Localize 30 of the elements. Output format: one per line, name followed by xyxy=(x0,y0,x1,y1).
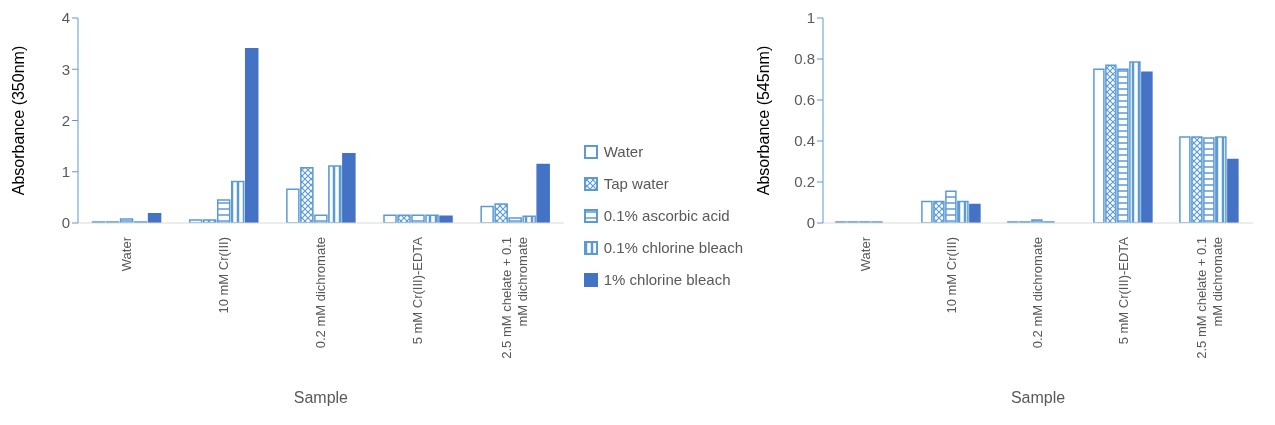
y-tick-label: 1 xyxy=(61,163,70,181)
x-tick-label: 0.2 mM dichromate xyxy=(312,237,328,349)
x-tick-label: 2.5 mM chelate + 0.1 mM dichromate xyxy=(1194,237,1225,359)
y-tick-label: 0.8 xyxy=(794,50,815,68)
y-tick-label: 4 xyxy=(61,9,70,27)
x-axis-title: Sample xyxy=(293,389,349,406)
x-tick-label: Water xyxy=(858,236,873,272)
legend-label: 0.1% chlorine bleach xyxy=(603,239,743,256)
x-tick-label: 0.2 mM dichromate xyxy=(1030,237,1045,349)
legend-label: 0.1% ascorbic acid xyxy=(603,207,730,224)
y-tick-label: 0.2 xyxy=(794,173,815,191)
y-tick-label: 0.6 xyxy=(794,91,815,109)
legend-label: Tap water xyxy=(603,175,669,192)
x-tick-label: 5 mM Cr(III)-EDTA xyxy=(1116,236,1131,345)
y-tick-label: 0.4 xyxy=(794,132,815,150)
y-tick-label: 0 xyxy=(806,214,815,232)
x-tick-label: 5 mM Cr(III)-EDTA xyxy=(410,236,426,345)
legend-label: Water xyxy=(603,143,644,160)
y-tick-label: 3 xyxy=(61,60,70,78)
y-tick-label: 1 xyxy=(806,9,815,27)
y-tick-label: 0 xyxy=(61,214,70,232)
legend-label: 1% chlorine bleach xyxy=(603,271,731,288)
y-tick-label: 2 xyxy=(61,111,70,129)
y-axis-title: Absorbance (350nm) xyxy=(9,45,27,196)
x-tick-label: 2.5 mM chelate + 0.1 mM dichromate xyxy=(499,237,531,359)
y-axis-title: Absorbance (545nm) xyxy=(754,45,772,196)
x-tick-label: 10 mM Cr(III) xyxy=(944,237,959,314)
x-axis-title: Sample xyxy=(1010,389,1066,406)
x-tick-label: 10 mM Cr(III) xyxy=(215,237,231,314)
x-tick-label: Water xyxy=(118,236,134,272)
